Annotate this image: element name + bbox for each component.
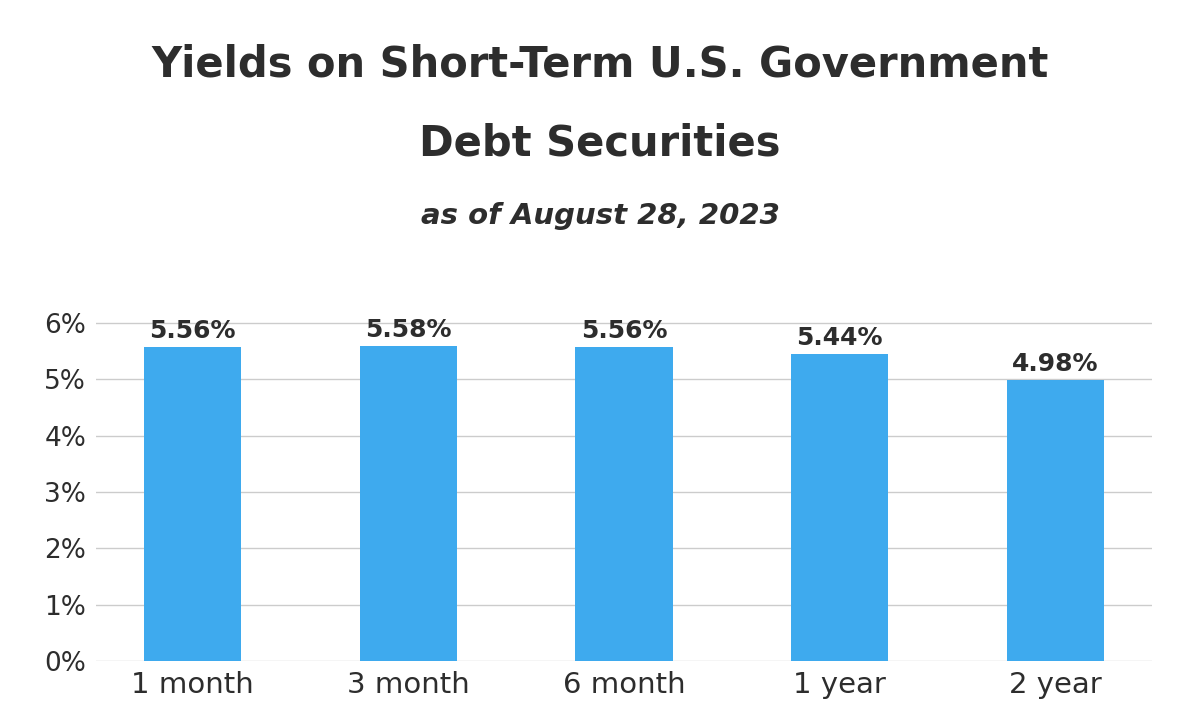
Text: Yields on Short-Term U.S. Government: Yields on Short-Term U.S. Government	[151, 44, 1049, 86]
Bar	[576, 347, 672, 661]
Text: 4.98%: 4.98%	[1013, 352, 1099, 375]
Bar	[360, 347, 457, 661]
Text: Debt Securities: Debt Securities	[419, 123, 781, 165]
Bar	[144, 347, 241, 661]
Text: 5.44%: 5.44%	[797, 326, 883, 349]
Text: 5.58%: 5.58%	[365, 318, 451, 342]
Bar	[791, 354, 888, 661]
Text: as of August 28, 2023: as of August 28, 2023	[420, 202, 780, 229]
Text: 5.56%: 5.56%	[581, 319, 667, 343]
Text: 5.56%: 5.56%	[149, 319, 235, 343]
Bar	[1007, 380, 1104, 661]
